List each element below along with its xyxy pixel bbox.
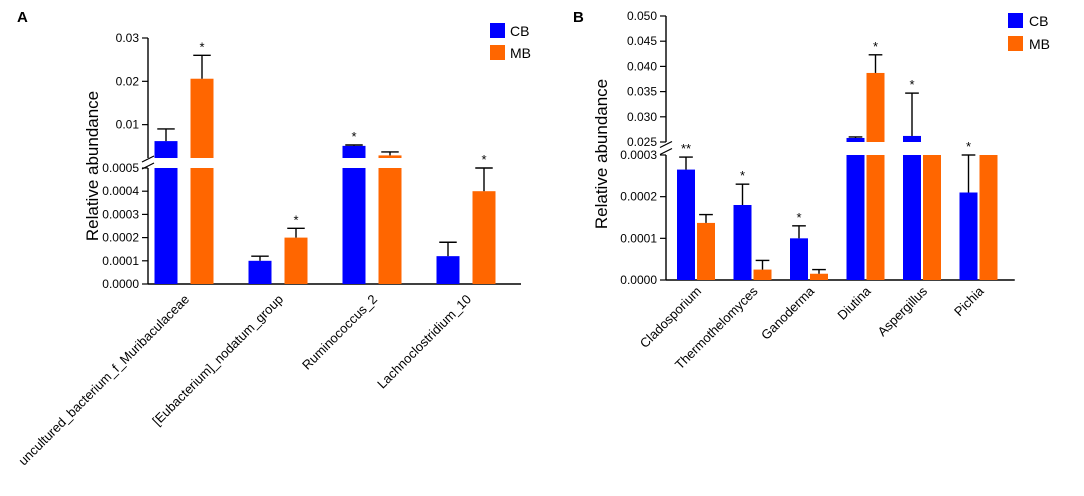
bar-mb-upper (378, 155, 402, 158)
significance-marker: * (740, 168, 745, 183)
significance-marker: * (966, 139, 971, 154)
bar-cb-lower (846, 155, 865, 280)
y-tick-label: 0.0001 (102, 254, 139, 268)
significance-marker: ** (681, 141, 691, 156)
bar-cb-lower (903, 155, 921, 280)
legend-swatch-cb (1008, 13, 1023, 28)
legend-label: MB (510, 45, 531, 61)
y-tick-label: 0.050 (627, 9, 657, 23)
legend-swatch-mb (1008, 36, 1023, 51)
bar-mb-lower (866, 155, 885, 280)
bar-cb-upper (903, 135, 921, 142)
bar-mb-lower (979, 155, 998, 280)
axis-break-mark (659, 140, 673, 149)
y-tick-label: 0.03 (116, 31, 140, 45)
bar-cb-lower (959, 192, 978, 280)
bar-cb-lower (677, 169, 695, 280)
y-tick-label: 0.025 (627, 135, 657, 149)
y-tick-label: 0.0000 (102, 277, 139, 291)
y-tick-label: 0.035 (627, 85, 657, 99)
significance-marker: * (351, 129, 356, 144)
y-axis-label: Relative abundance (592, 79, 611, 229)
bar-cb-upper (154, 141, 178, 158)
legend-swatch-mb (490, 45, 505, 60)
x-tick-label: Ganoderma (758, 283, 818, 343)
y-tick-label: 0.045 (627, 34, 657, 48)
bar-mb-lower (810, 273, 828, 280)
bar-mb-lower (284, 237, 308, 284)
y-tick-label: 0.0004 (102, 184, 139, 198)
bar-mb-upper (866, 72, 885, 142)
axis-break-mark (659, 147, 673, 156)
significance-marker: * (199, 39, 204, 54)
y-tick-label: 0.0003 (620, 148, 657, 162)
bar-mb-lower (472, 191, 496, 284)
panel-a: A Relative abundance 0.0000 0.0001 0.0002 0.0… (15, 9, 531, 468)
y-tick-label: 0.0005 (102, 161, 139, 175)
bar-cb-lower (342, 168, 366, 284)
y-tick-label: 0.0002 (620, 190, 657, 204)
x-tick-label: Pichia (951, 283, 987, 319)
panel-b: B Relative abundance 0.0000 0.0001 0.0002 0.0… (573, 9, 1050, 372)
bar-mb-lower (923, 155, 941, 280)
significance-marker: * (909, 77, 914, 92)
significance-marker: * (873, 39, 878, 54)
y-tick-label: 0.030 (627, 110, 657, 124)
x-tick-label: Ruminococcus_2 (299, 292, 380, 373)
significance-marker: * (796, 210, 801, 225)
x-tick-label: Lachnoclostridium_10 (374, 292, 474, 392)
bar-cb-upper (846, 137, 865, 142)
bar-mb-lower (190, 168, 214, 284)
legend-swatch-cb (490, 23, 505, 38)
legend-label: CB (510, 23, 529, 39)
significance-marker: * (293, 212, 298, 227)
bar-cb-lower (248, 260, 272, 284)
legend-label: MB (1029, 36, 1050, 52)
bar-cb-upper (342, 145, 366, 158)
x-tick-label: Diutina (834, 283, 874, 323)
bar-cb-lower (733, 205, 752, 280)
axis-break-mark (141, 155, 155, 163)
y-tick-label: 0.02 (116, 74, 140, 88)
y-tick-label: 0.040 (627, 59, 657, 73)
bar-mb-lower (753, 269, 772, 280)
y-tick-label: 0.0000 (620, 273, 657, 287)
y-axis-label: Relative abundance (83, 91, 102, 241)
panel-label: B (573, 9, 584, 26)
y-tick-label: 0.01 (116, 118, 140, 132)
bar-mb-upper (190, 78, 214, 158)
y-tick-label: 0.0001 (620, 231, 657, 245)
bar-mb-lower (697, 222, 715, 280)
x-tick-label: uncultured_bacterium_f_Muribaculaceae (15, 292, 192, 469)
panel-label: A (17, 9, 28, 26)
bar-mb-lower (378, 168, 402, 284)
bar-cb-lower (790, 238, 808, 280)
y-tick-label: 0.0002 (102, 231, 139, 245)
significance-marker: * (481, 152, 486, 167)
bar-cb-lower (154, 168, 178, 284)
y-tick-label: 0.0003 (102, 207, 139, 221)
bar-cb-lower (436, 256, 460, 284)
legend-label: CB (1029, 13, 1048, 29)
x-tick-label: Aspergillus (875, 283, 931, 339)
